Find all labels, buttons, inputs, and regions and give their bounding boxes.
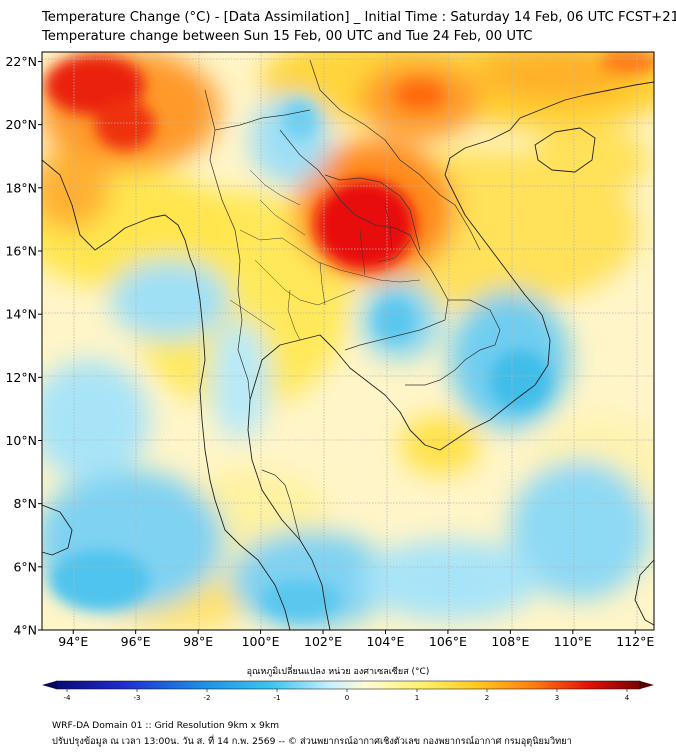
colorbar-tick-label: 2	[485, 694, 489, 702]
colorbar-tick-label: -4	[64, 694, 72, 702]
lat-label: 16°N	[5, 243, 37, 258]
lat-label: 10°N	[5, 433, 37, 448]
country-borders	[204, 59, 501, 541]
colorbar-tick-label: 3	[555, 694, 559, 702]
lat-label: 20°N	[5, 117, 37, 132]
colorbar-tick-label: 1	[415, 694, 419, 702]
colorbar-tick-label: 0	[345, 694, 349, 702]
lon-label: 94°E	[58, 634, 88, 649]
lat-label: 18°N	[5, 180, 37, 195]
longitude-axis: 94°E 96°E 98°E 100°E 102°E 104°E 106°E 108°E 110…	[58, 630, 654, 649]
lon-label: 110°E	[554, 634, 592, 649]
colorbar-tick-label: -2	[204, 694, 211, 702]
map-subtitle: Temperature change between Sun 15 Feb, 0…	[42, 29, 533, 44]
lat-label: 6°N	[13, 559, 37, 574]
lon-label: 104°E	[366, 634, 404, 649]
plot-frame	[41, 51, 655, 631]
lon-label: 96°E	[121, 634, 151, 649]
footer-credit: ปรับปรุงข้อมูล ณ เวลา 13:00น. วัน ส. ที่…	[52, 736, 572, 747]
province-borders	[229, 169, 421, 341]
lat-label: 4°N	[13, 623, 37, 638]
map-title: Temperature Change (°C) - [Data Assimila…	[42, 10, 676, 25]
coastlines	[42, 81, 654, 630]
lon-label: 98°E	[183, 634, 213, 649]
lat-label: 8°N	[13, 496, 37, 511]
colorbar-high-extension	[640, 681, 654, 689]
lat-label: 22°N	[5, 54, 37, 69]
lon-label: 108°E	[491, 634, 529, 649]
colorbar-ticks: -4 -3 -2 -1 0 1 2 3 4	[64, 689, 630, 702]
colorbar-tick-label: -1	[274, 694, 281, 702]
lat-label: 12°N	[5, 370, 37, 385]
latitude-axis: 22°N 20°N 18°N 16°N 14°N 12°N 10°N 8°N 6°N 4°N	[5, 54, 42, 638]
colorbar: -4 -3 -2 -1 0 1 2 3 4	[42, 680, 654, 702]
lon-label: 100°E	[242, 634, 280, 649]
lon-label: 106°E	[429, 634, 467, 649]
lat-label: 14°N	[5, 307, 37, 322]
colorbar-title: อุณหภูมิเปลี่ยนแปลง หน่วย องศาเซลเซียส (…	[246, 667, 430, 677]
colorbar-low-extension	[42, 681, 56, 689]
temperature-field	[42, 52, 654, 630]
colorbar-gradient	[56, 681, 640, 689]
graticule	[42, 52, 654, 630]
lon-label: 102°E	[304, 634, 342, 649]
colorbar-tick-label: -3	[134, 694, 141, 702]
colorbar-tick-label: 4	[625, 694, 630, 702]
footer-model-info: WRF-DA Domain 01 :: Grid Resolution 9km …	[52, 720, 280, 731]
lon-label: 112°E	[616, 634, 654, 649]
